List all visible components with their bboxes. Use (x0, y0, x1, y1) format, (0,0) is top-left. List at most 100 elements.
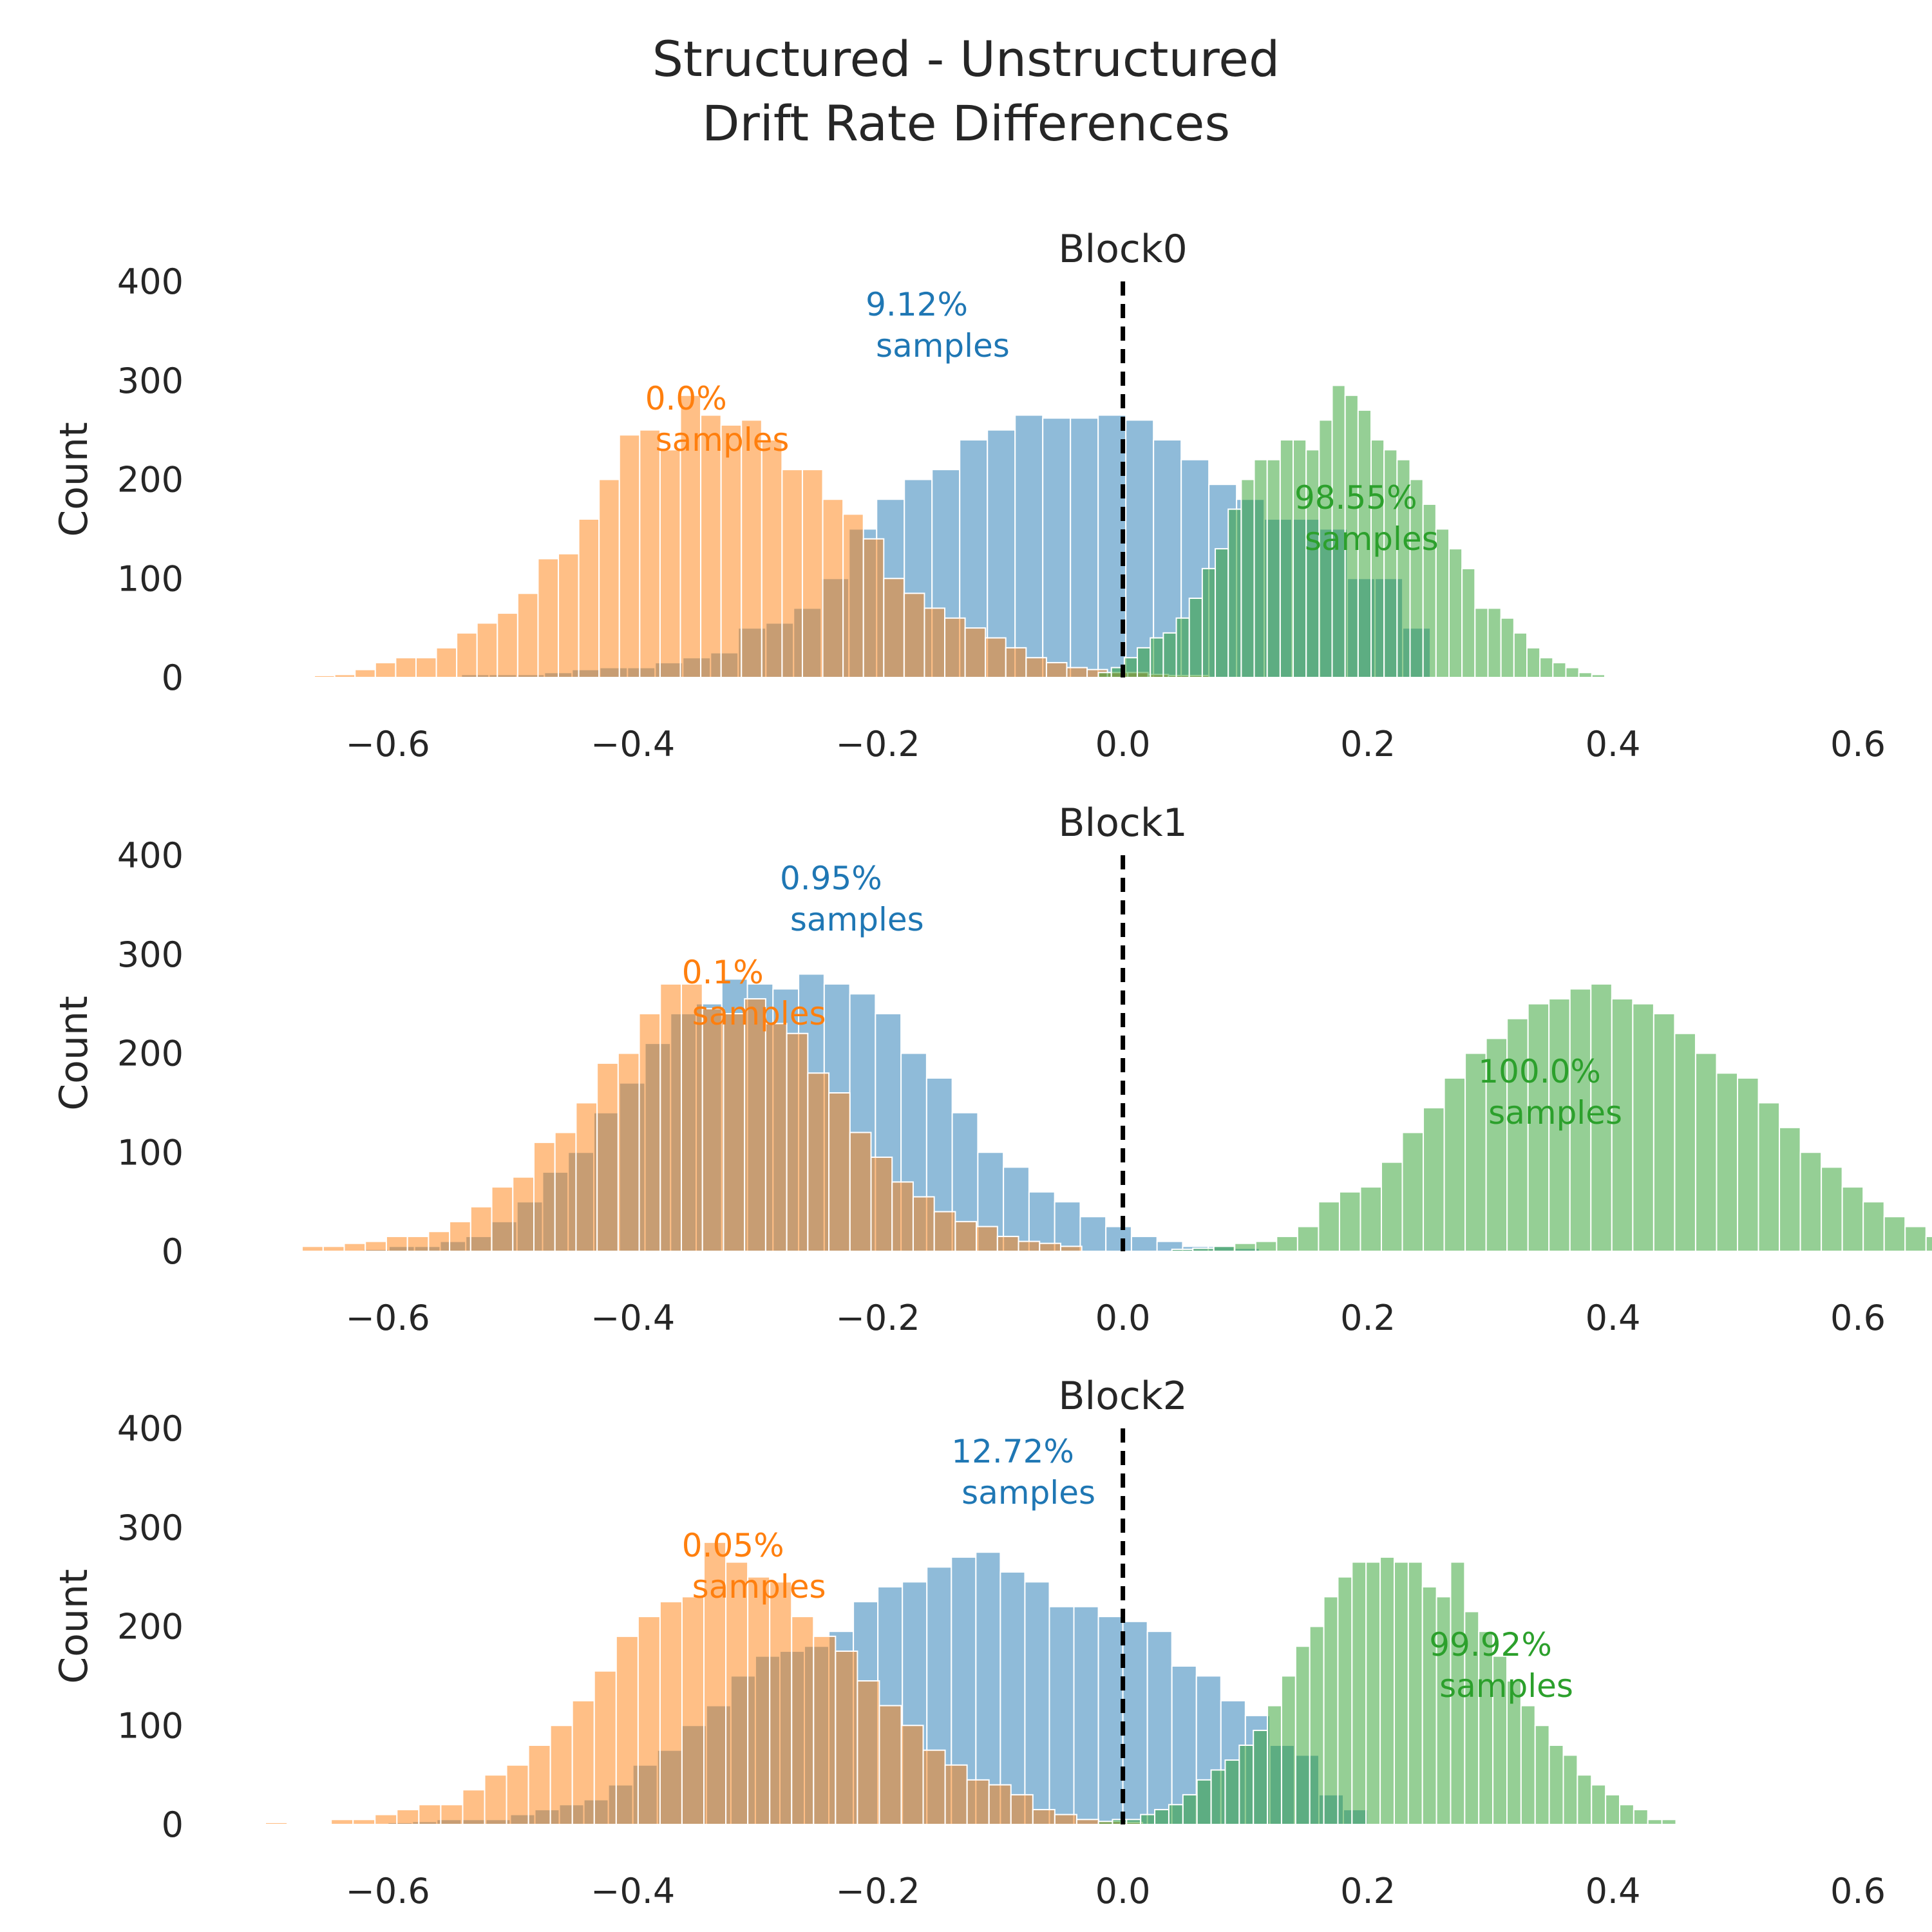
histogram-bar-green (1632, 1003, 1654, 1252)
y-tick-label: 100 (117, 1705, 184, 1746)
histogram-bar-green (1213, 1245, 1236, 1252)
histogram-bar-blue (1070, 417, 1099, 678)
histogram-bar-orange (659, 449, 681, 678)
histogram-bar-orange (720, 424, 743, 678)
histogram-bar-orange (786, 1032, 809, 1252)
x-tick-label: −0.6 (346, 724, 430, 764)
histogram-bar-green (1188, 598, 1203, 678)
histogram-bar-green (1253, 1729, 1269, 1825)
histogram-bar-green (1126, 1819, 1142, 1825)
histogram-bar-orange (512, 1176, 535, 1252)
histogram-bar-orange (703, 1541, 727, 1825)
histogram-bar-orange (891, 1181, 914, 1252)
annotation-orange: 0.1% samples (682, 954, 826, 1032)
histogram-bar-orange (440, 1804, 464, 1825)
histogram-bar-orange (637, 1616, 661, 1825)
histogram-bar-green (1548, 998, 1571, 1252)
histogram-bar-orange (1059, 1245, 1083, 1252)
histogram-bar-orange (596, 1062, 619, 1252)
histogram-bar-orange (813, 1635, 837, 1825)
histogram-bar-green (1485, 1037, 1508, 1252)
histogram-bar-green (1337, 1576, 1353, 1825)
histogram-bar-orange (725, 1561, 749, 1825)
histogram-bar-orange (638, 1013, 661, 1252)
histogram-bar-orange (828, 1092, 851, 1252)
histogram-bar-orange (352, 1819, 376, 1825)
histogram-bar-orange (537, 558, 560, 678)
panel-block1: Block1 0 100 200 300 400 −0.6 −0.4 −0.2 0.0 0.2 0.4… (52, 800, 1932, 1338)
histogram-bar-green (1883, 1216, 1906, 1252)
histogram-bar-green (1591, 1784, 1607, 1825)
y-tick-label: 300 (117, 361, 184, 401)
histogram-bar-green (1267, 1705, 1282, 1825)
histogram-bar-green (1240, 478, 1255, 678)
histogram-bar-green (1841, 1186, 1864, 1252)
annotation-green: 98.55% samples (1294, 479, 1439, 558)
histogram-bar-green (1619, 1804, 1634, 1825)
histogram-bar-orange (835, 1650, 858, 1825)
histogram-bar-orange (701, 1008, 724, 1252)
histogram-bar-orange (769, 1581, 793, 1825)
histogram-bar-blue (1122, 1620, 1148, 1825)
histogram-bar-green (1123, 657, 1139, 678)
histogram-bar-blue (975, 1551, 1001, 1825)
histogram-bar-green (1196, 1779, 1212, 1825)
annotation-blue: 0.95% samples (780, 860, 924, 938)
histogram-bar-green (1526, 647, 1541, 678)
histogram-bar-green (1539, 657, 1554, 678)
histogram-bar-green (1238, 1745, 1255, 1825)
y-axis-label: Count (52, 422, 97, 536)
histogram-bar-green (1393, 1561, 1409, 1825)
histogram-bar-orange (903, 592, 925, 678)
series-orange (265, 1541, 1144, 1826)
histogram-bar-green (1370, 439, 1385, 678)
histogram-bar-green (1097, 1821, 1113, 1825)
histogram-bar-orange (659, 1601, 683, 1825)
x-tick-label: −0.6 (346, 1871, 430, 1911)
histogram-bar-orange (681, 983, 703, 1252)
histogram-bar-green (1520, 1705, 1536, 1825)
histogram-bar-orange (933, 1211, 956, 1252)
histogram-bar-green (1513, 632, 1528, 678)
histogram-bar-orange (365, 1240, 387, 1252)
histogram-bar-green (1647, 1819, 1663, 1825)
x-tick-label: 0.2 (1340, 1871, 1396, 1911)
histogram-bar-green (1423, 1107, 1445, 1252)
chart-title-line: Structured - Unstructured (652, 30, 1280, 88)
y-tick-label: 100 (117, 558, 184, 599)
histogram-bar-green (1338, 1191, 1361, 1252)
y-tick-label: 300 (117, 934, 184, 975)
histogram-bar-orange (575, 1102, 598, 1252)
histogram-bar-orange (801, 469, 824, 678)
histogram-bar-green (1381, 1161, 1403, 1252)
x-tick-label: 0.6 (1830, 1298, 1886, 1338)
histogram-bar-orange (1054, 1814, 1077, 1825)
x-tick-label: −0.4 (591, 724, 675, 764)
histogram-bar-green (1443, 1077, 1466, 1252)
histogram-bar-green (1379, 1556, 1395, 1825)
histogram-bar-green (1904, 1226, 1927, 1252)
histogram-bar-orange (659, 983, 683, 1252)
histogram-bar-green (1565, 667, 1580, 678)
histogram-bar-orange (900, 1725, 924, 1825)
y-tick-label: 200 (117, 1034, 184, 1074)
histogram-bar-green (1461, 567, 1476, 678)
histogram-bar-green (1757, 1102, 1781, 1252)
histogram-bar-orange (418, 1804, 442, 1825)
histogram-bar-orange (1018, 1240, 1041, 1252)
histogram-bar-orange (322, 1245, 345, 1252)
histogram-bar-green (1605, 1794, 1621, 1825)
histogram-bar-orange (287, 1824, 310, 1826)
y-tick-label: 300 (117, 1508, 184, 1548)
annotation-orange: 0.05% samples (682, 1527, 826, 1605)
histogram-bar-green (1611, 998, 1634, 1252)
histogram-bar-green (1799, 1151, 1823, 1252)
histogram-bar-green (1716, 1072, 1739, 1252)
histogram-bar-green (1201, 567, 1217, 678)
histogram-bar-orange (506, 1764, 529, 1825)
histogram-bar-orange (374, 661, 397, 678)
histogram-bar-green (1276, 1235, 1298, 1252)
histogram-bar-green (1097, 672, 1112, 678)
histogram-bar-orange (265, 1821, 289, 1826)
histogram-bar-orange (314, 674, 336, 679)
